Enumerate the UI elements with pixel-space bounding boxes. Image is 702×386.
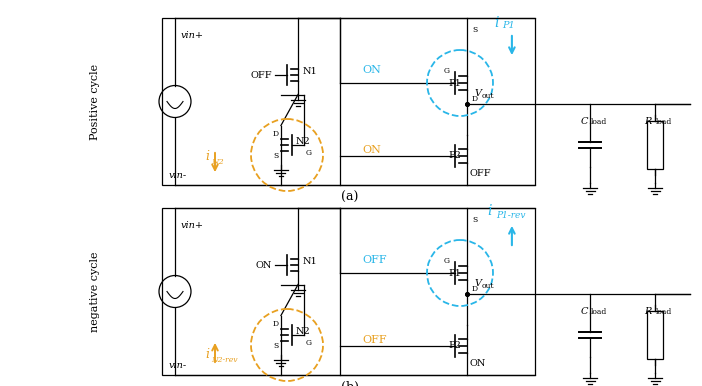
Text: ON: ON — [362, 65, 381, 75]
Bar — [162, 208, 535, 375]
Text: C: C — [581, 308, 588, 317]
Text: N2: N2 — [296, 137, 310, 147]
Text: i: i — [205, 151, 209, 164]
Text: load: load — [591, 118, 607, 126]
Text: ON: ON — [362, 145, 381, 155]
Text: G: G — [444, 257, 450, 265]
Text: R: R — [644, 308, 652, 317]
Text: OFF: OFF — [362, 255, 387, 265]
Text: P1: P1 — [502, 22, 515, 30]
Text: vin+: vin+ — [181, 32, 204, 41]
Text: G: G — [305, 149, 312, 157]
Text: D: D — [273, 320, 279, 327]
Bar — [162, 18, 535, 185]
Text: P1: P1 — [449, 78, 461, 88]
Text: S: S — [274, 152, 279, 161]
Text: S: S — [472, 216, 477, 224]
Text: vin-: vin- — [169, 171, 187, 179]
Text: OFF: OFF — [251, 71, 272, 80]
Text: N1: N1 — [303, 68, 317, 76]
Text: ON: ON — [470, 359, 486, 367]
Text: S: S — [274, 342, 279, 350]
Text: N2-rev: N2-rev — [211, 356, 237, 364]
Text: i: i — [487, 204, 491, 218]
Text: R: R — [644, 117, 652, 127]
Text: out: out — [482, 282, 494, 290]
Text: Positive cycle: Positive cycle — [90, 63, 100, 140]
Text: vin-: vin- — [169, 361, 187, 369]
Bar — [647, 310, 663, 359]
Text: P1-rev: P1-rev — [496, 210, 525, 220]
Text: load: load — [656, 118, 673, 126]
Text: N1: N1 — [303, 257, 317, 266]
Text: G: G — [444, 67, 450, 75]
Text: out: out — [482, 92, 494, 100]
Text: (b): (b) — [341, 381, 359, 386]
Text: i: i — [494, 16, 498, 30]
Text: D: D — [472, 95, 478, 103]
Text: P2: P2 — [449, 151, 461, 161]
Text: S: S — [472, 26, 477, 34]
Text: V: V — [475, 279, 482, 288]
Text: N2: N2 — [211, 158, 224, 166]
Bar — [647, 120, 663, 169]
Text: i: i — [205, 349, 209, 362]
Text: P2: P2 — [449, 342, 461, 350]
Text: ON: ON — [256, 261, 272, 269]
Text: OFF: OFF — [362, 335, 387, 345]
Text: G: G — [305, 339, 312, 347]
Text: (a): (a) — [341, 191, 359, 203]
Text: load: load — [656, 308, 673, 316]
Text: vin+: vin+ — [181, 222, 204, 230]
Text: load: load — [591, 308, 607, 316]
Text: P1: P1 — [449, 269, 461, 278]
Text: V: V — [475, 90, 482, 98]
Text: D: D — [273, 129, 279, 137]
Text: negative cycle: negative cycle — [90, 251, 100, 332]
Text: N2: N2 — [296, 327, 310, 337]
Text: C: C — [581, 117, 588, 127]
Text: OFF: OFF — [470, 169, 491, 178]
Text: D: D — [472, 285, 478, 293]
